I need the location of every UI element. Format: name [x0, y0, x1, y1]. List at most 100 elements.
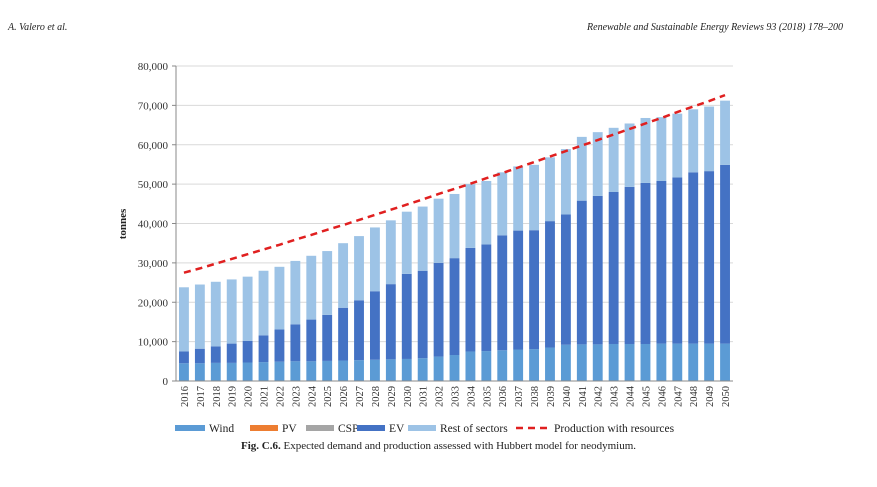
bar-wind-2039	[545, 347, 555, 381]
bar-wind-2042	[592, 344, 603, 381]
legend-item-wind: Wind	[175, 423, 234, 435]
bar-ev-2028	[369, 291, 380, 360]
legend-item-production-with-resources: Production with resources	[516, 423, 675, 435]
bar-wind-2038	[529, 349, 540, 381]
x-tick-label: 2022	[275, 386, 286, 407]
bar-ev-2020	[242, 340, 253, 363]
y-tick-label: 10,000	[138, 337, 169, 349]
x-tick-label: 2042	[594, 386, 605, 407]
bar-rest-of-sectors-2039	[545, 157, 555, 222]
x-tick-label: 2046	[657, 386, 668, 407]
bar-rest-of-sectors-2025	[322, 251, 333, 315]
bar-rest-of-sectors-2044	[624, 123, 635, 187]
y-tick-label: 70,000	[138, 100, 169, 112]
legend-label: EV	[389, 423, 405, 435]
bar-wind-2022	[274, 361, 285, 381]
bar-rest-of-sectors-2016	[179, 287, 189, 352]
x-tick-label: 2018	[212, 386, 223, 407]
bar-ev-2038	[529, 230, 540, 350]
bar-rest-of-sectors-2041	[576, 136, 587, 201]
legend-item-pv: PV	[250, 423, 297, 435]
y-tick-label: 30,000	[138, 258, 169, 270]
bar-wind-2020	[242, 362, 253, 381]
x-tick-label: 2028	[371, 386, 382, 407]
x-tick-label: 2024	[307, 385, 318, 407]
x-tick-label: 2020	[244, 386, 255, 407]
bar-wind-2031	[417, 358, 428, 381]
bar-rest-of-sectors-2048	[688, 109, 699, 173]
bar-wind-2035	[481, 351, 492, 381]
bar-wind-2017	[194, 363, 205, 381]
bar-ev-2034	[465, 247, 476, 352]
bar-wind-2029	[385, 359, 396, 381]
x-tick-label: 2047	[673, 386, 684, 407]
x-tick-label: 2045	[641, 386, 652, 407]
bar-wind-2036	[497, 350, 508, 381]
bar-rest-of-sectors-2032	[433, 198, 444, 263]
bar-wind-2043	[608, 343, 619, 381]
bar-wind-2041	[576, 344, 587, 381]
legend-label: PV	[282, 423, 297, 435]
bar-rest-of-sectors-2035	[481, 180, 492, 245]
legend-label: CSP	[338, 423, 358, 435]
running-header-author: A. Valero et al.	[8, 22, 68, 33]
bar-ev-2047	[672, 177, 683, 344]
legend-item-rest-of-sectors: Rest of sectors	[408, 423, 508, 435]
bar-rest-of-sectors-2045	[640, 117, 651, 183]
y-tick-label: 40,000	[138, 219, 169, 231]
x-tick-label: 2021	[260, 386, 271, 407]
legend-item-csp: CSP	[306, 423, 358, 435]
bar-ev-2027	[354, 300, 364, 361]
bar-rest-of-sectors-2022	[274, 266, 285, 330]
bar-ev-2039	[545, 221, 555, 348]
bar-wind-2018	[210, 362, 221, 381]
bar-wind-2021	[258, 362, 269, 381]
x-tick-label: 2048	[689, 386, 700, 407]
bar-ev-2016	[179, 351, 189, 364]
bar-wind-2046	[656, 343, 667, 381]
bar-ev-2046	[656, 180, 667, 344]
bar-ev-2042	[592, 195, 603, 345]
bar-rest-of-sectors-2036	[497, 172, 508, 236]
x-tick-label: 2033	[451, 386, 462, 407]
bar-rest-of-sectors-2049	[704, 106, 715, 172]
stacked-bar-chart: 0 10,000 20,000 30,000 40,000 50,000 60,000 70,…	[117, 61, 733, 435]
bar-rest-of-sectors-2024	[306, 255, 317, 320]
figure-caption: Fig. C.6. Expected demand and production…	[0, 440, 877, 452]
bar-wind-2024	[306, 361, 317, 381]
x-tick-label: 2023	[291, 386, 302, 407]
x-tick-label: 2035	[482, 386, 493, 407]
x-tick-label: 2032	[435, 386, 446, 407]
bar-rest-of-sectors-2029	[385, 220, 396, 285]
bar-rest-of-sectors-2043	[608, 127, 619, 192]
legend-label: Production with resources	[554, 423, 675, 435]
bar-ev-2023	[290, 324, 301, 362]
bar-ev-2050	[720, 164, 730, 344]
bar-ev-2030	[401, 273, 412, 359]
bar-wind-2023	[290, 361, 301, 381]
x-tick-label: 2034	[466, 385, 477, 407]
bar-wind-2027	[354, 360, 364, 381]
bar-ev-2045	[640, 182, 651, 344]
x-tick-label: 2025	[323, 386, 334, 407]
bar-rest-of-sectors-2040	[560, 149, 571, 215]
bar-ev-2040	[560, 214, 571, 345]
x-tick-label: 2030	[403, 386, 414, 407]
x-tick-label: 2019	[228, 386, 239, 407]
bar-ev-2043	[608, 192, 619, 344]
bar-ev-2022	[274, 329, 285, 362]
y-tick-label: 80,000	[138, 61, 169, 73]
bar-wind-2032	[433, 356, 444, 381]
bars	[179, 100, 730, 381]
bar-wind-2040	[560, 344, 571, 381]
x-tick-label: 2050	[721, 386, 732, 407]
x-tick-label: 2029	[387, 386, 398, 407]
bar-ev-2044	[624, 186, 635, 344]
running-header-journal: Renewable and Sustainable Energy Reviews…	[587, 22, 843, 33]
y-tick-label: 0	[163, 376, 169, 388]
bar-ev-2048	[688, 172, 699, 344]
x-tick-label: 2041	[578, 386, 589, 407]
bar-wind-2034	[465, 351, 476, 381]
bar-wind-2047	[672, 343, 683, 381]
bar-ev-2029	[385, 284, 396, 360]
